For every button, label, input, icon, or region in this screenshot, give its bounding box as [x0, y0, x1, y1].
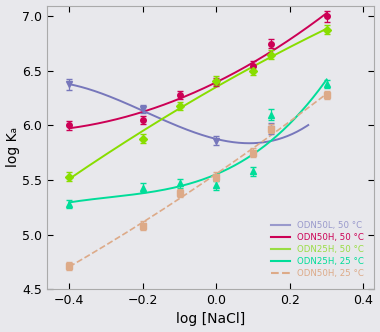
Legend: ODN50L, 50 °C, ODN50H, 50 °C, ODN25H, 50 °C, ODN25H, 25 °C, ODN50H, 25 °C: ODN50L, 50 °C, ODN50H, 50 °C, ODN25H, 50…	[267, 218, 367, 282]
Y-axis label: log Kₐ: log Kₐ	[6, 127, 19, 167]
X-axis label: log [NaCl]: log [NaCl]	[176, 312, 245, 326]
